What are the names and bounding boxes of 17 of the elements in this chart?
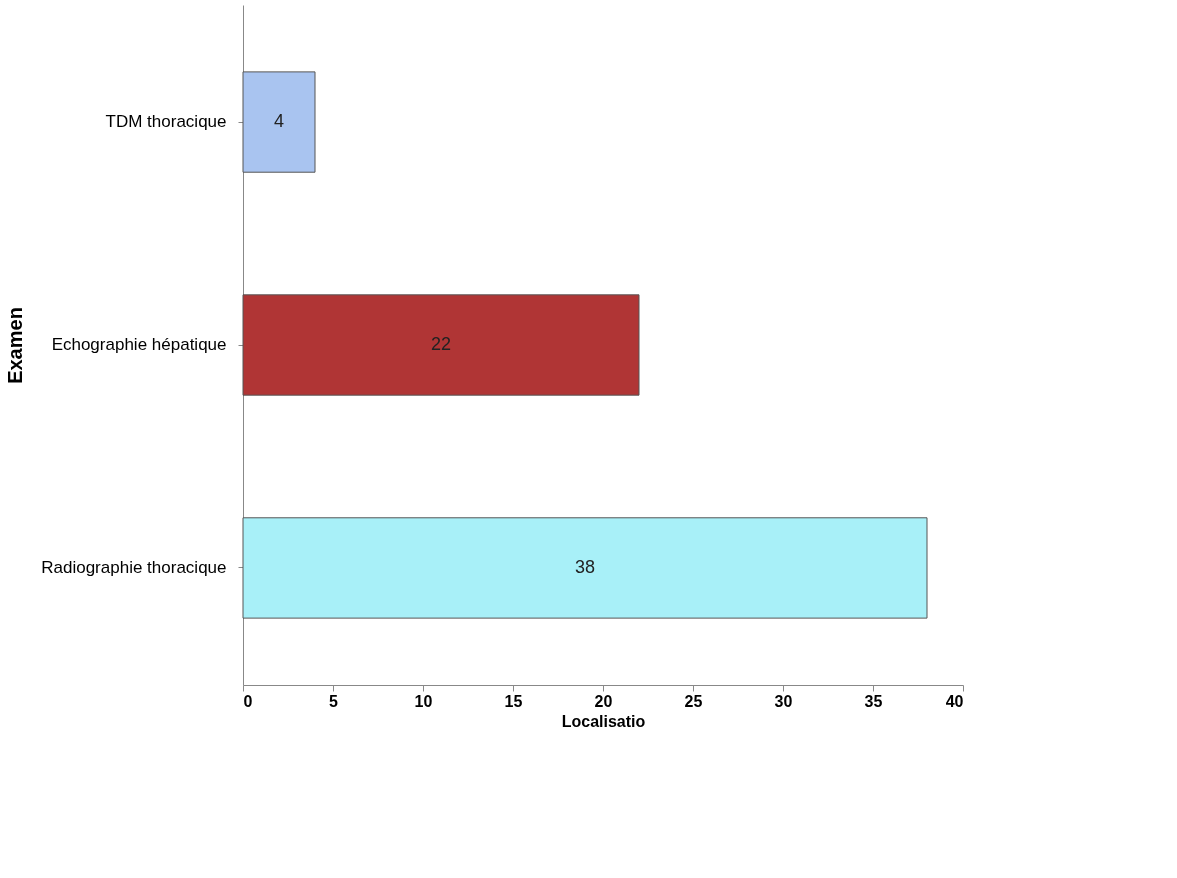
x-tick-label: 10 — [414, 692, 433, 710]
x-axis-title: Localisatio — [561, 712, 646, 730]
x-tick-label: 5 — [329, 692, 339, 710]
data-label: 4 — [273, 111, 285, 132]
data-label: 22 — [430, 334, 452, 354]
x-tick-label: 30 — [774, 692, 793, 710]
x-tick-label: 35 — [864, 692, 883, 710]
y-axis-title: Examen — [3, 307, 26, 384]
x-tick-label: 0 — [243, 692, 253, 710]
y-tick-label: TDM thoracique — [105, 112, 227, 132]
x-tick-label: 25 — [684, 692, 703, 710]
data-label: 38 — [574, 556, 596, 577]
y-tick-label: Echographie hépatique — [51, 335, 227, 354]
x-tick-label: 20 — [594, 692, 613, 710]
x-tick-label: 40 — [945, 692, 964, 710]
y-tick-label: Radiographie thoracique — [41, 557, 227, 577]
x-tick-label: 15 — [504, 692, 523, 710]
